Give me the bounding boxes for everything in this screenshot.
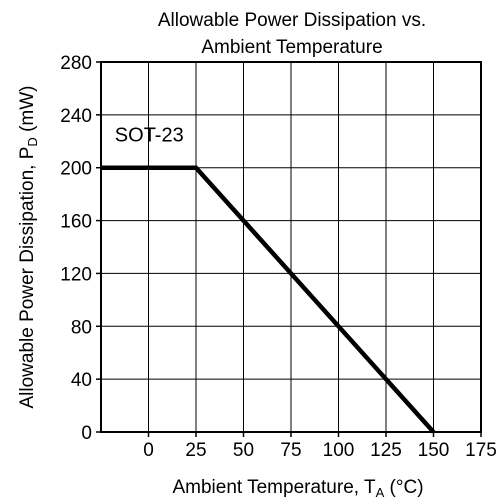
y-tick-label: 160	[60, 212, 92, 233]
y-tick-label: 0	[81, 423, 92, 444]
y-tick-label: 240	[60, 106, 92, 127]
chart-title: Allowable Power Dissipation vs. Ambient …	[158, 10, 426, 58]
series-line-sot-23	[101, 165, 436, 434]
x-tick-labels: 0 25 50 75 100 125 150 175	[143, 432, 497, 461]
x-tick-label: 125	[370, 440, 402, 461]
y-tick-label: 40	[71, 370, 92, 391]
x-tick-label: 175	[465, 440, 497, 461]
x-tick-label: 0	[143, 440, 154, 461]
series-layer	[101, 165, 436, 434]
y-tick-label: 280	[60, 53, 92, 74]
y-tick-labels: 0 40 80 120 160 200 240 280	[60, 53, 101, 444]
x-tick-label: 100	[323, 440, 355, 461]
y-tick-label: 80	[71, 317, 92, 338]
x-tick-label: 50	[233, 440, 254, 461]
x-tick-label: 150	[418, 440, 450, 461]
x-tick-label: 75	[280, 440, 301, 461]
chart-title-line-1: Allowable Power Dissipation vs.	[158, 10, 426, 31]
chart-title-line-2: Ambient Temperature	[201, 37, 382, 58]
y-tick-label: 200	[60, 159, 92, 180]
x-tick-label: 25	[185, 440, 206, 461]
grid-lines	[101, 62, 481, 432]
x-axis-label: Ambient Temperature, TA (°C)	[172, 477, 423, 500]
annotations: SOT-23	[115, 125, 184, 147]
y-tick-label: 120	[60, 264, 92, 285]
y-axis-label: Allowable Power Dissipation, PD (mW)	[17, 86, 40, 409]
series-annotation: SOT-23	[115, 125, 184, 147]
